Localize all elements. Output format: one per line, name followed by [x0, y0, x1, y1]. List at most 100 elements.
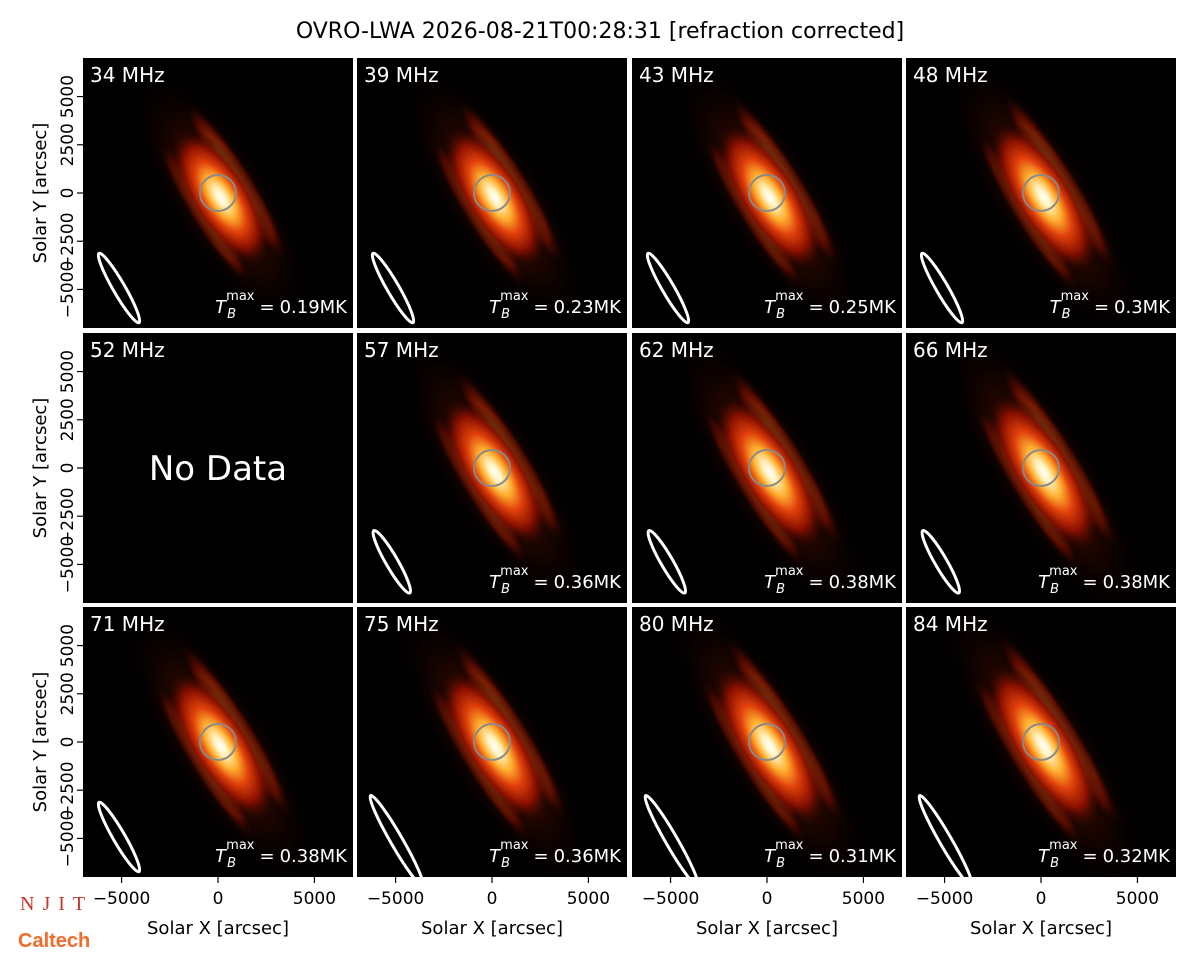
tb-sup: max: [775, 838, 804, 853]
tb-max-value: 0.23MK: [554, 297, 623, 318]
tb-max-value: 0.36MK: [554, 846, 623, 867]
emission: [936, 607, 1152, 877]
tb-max-value: 0.38MK: [829, 572, 898, 593]
panel-title: 80 MHz: [639, 612, 714, 636]
x-axis-label: Solar X [arcsec]: [696, 918, 838, 939]
panel: 39 MHz 0.23MK = max BT: [357, 58, 627, 328]
emission-core: [715, 121, 824, 273]
solar-disk: [1022, 723, 1060, 761]
panel: 48 MHz 0.3MK= max BT: [906, 58, 1176, 328]
emission-core: [169, 127, 272, 268]
emission: [399, 61, 590, 328]
tb-sub: B: [501, 582, 510, 597]
beam: [643, 793, 700, 877]
emission: [939, 333, 1148, 603]
tb-base: T: [1038, 572, 1051, 593]
x-axis-label: Solar X [arcsec]: [147, 918, 289, 939]
tb-sub: B: [776, 856, 785, 871]
x-tick-label: 0: [213, 889, 224, 909]
tb-sub: B: [776, 307, 785, 322]
x-tick-label: 0: [487, 889, 498, 909]
tb-sup: max: [775, 564, 804, 579]
panel: 34 MHz 0.19MK = max BT: [83, 58, 353, 328]
emission: [121, 607, 320, 877]
emission-core: [988, 119, 1100, 276]
panel-title: 34 MHz: [90, 63, 165, 87]
emission-core: [440, 396, 550, 549]
panel-title: 43 MHz: [639, 63, 714, 87]
tb-max-value: 0.3MK: [1114, 297, 1171, 318]
tb-sup: max: [1049, 838, 1078, 853]
tb-sup: max: [1049, 564, 1078, 579]
y-tick-label: 0: [58, 188, 78, 199]
y-tick-label: 2500: [58, 123, 78, 166]
tb-eq: =: [808, 846, 823, 867]
emission: [943, 58, 1145, 328]
tb-sub: B: [501, 856, 510, 871]
y-tick-label: 2500: [58, 672, 78, 715]
tb-sup: max: [226, 289, 255, 304]
tb-eq: =: [1094, 297, 1109, 318]
emission-core: [713, 393, 826, 551]
emission: [396, 333, 594, 603]
logo-caltech: Caltech: [18, 930, 90, 952]
panel-title: 84 MHz: [913, 612, 988, 636]
x-tick-label: −5000: [93, 889, 151, 909]
emission-core: [711, 664, 828, 829]
emission: [671, 58, 868, 328]
x-tick-label: 5000: [293, 889, 336, 909]
no-data: No Data: [149, 449, 287, 489]
panel: 43 MHz 0.25MK = max BT: [632, 58, 902, 328]
tb-max-value: 0.38MK: [1103, 572, 1172, 593]
emission-core: [165, 669, 276, 824]
y-tick-label: 0: [58, 737, 78, 748]
tb-eq: =: [808, 572, 823, 593]
tb-base: T: [489, 297, 502, 318]
beam: [646, 528, 688, 595]
solar-disk: [199, 723, 237, 761]
tb-base: T: [489, 572, 502, 593]
x-tick-label: −5000: [916, 889, 974, 909]
solar-disk: [473, 174, 511, 212]
panel: 66 MHz 0.38MK = max BT: [906, 333, 1176, 603]
beam: [370, 251, 416, 325]
tb-eq: =: [533, 846, 548, 867]
tb-sup: max: [500, 289, 529, 304]
tb-max-value: 0.32MK: [1103, 846, 1172, 867]
panel-title: 57 MHz: [364, 338, 439, 362]
panel: 57 MHz 0.36MK = max BT: [357, 333, 627, 603]
tb-sup: max: [500, 564, 529, 579]
panel: 71 MHz 0.38MK = max BT: [83, 607, 353, 877]
panel-title: 52 MHz: [90, 338, 165, 362]
solar-disk: [748, 174, 786, 212]
tb-base: T: [1050, 297, 1063, 318]
tb-sub: B: [1050, 582, 1059, 597]
panel-title: 39 MHz: [364, 63, 439, 87]
beam: [919, 251, 965, 325]
y-tick-label: −5000: [58, 536, 78, 594]
emission: [392, 607, 597, 877]
emission: [668, 333, 871, 603]
tb-base: T: [215, 846, 228, 867]
panel-title: 62 MHz: [639, 338, 714, 362]
solar-disk: [1022, 174, 1060, 212]
panel-title: 75 MHz: [364, 612, 439, 636]
emission-core: [441, 124, 548, 271]
tb-sup: max: [1061, 289, 1090, 304]
panel-background: [83, 333, 353, 603]
figure-title: OVRO-LWA 2026-08-21T00:28:31 [refraction…: [296, 19, 904, 44]
tb-max-value: 0.31MK: [829, 846, 898, 867]
emission-core: [984, 661, 1103, 831]
solar-disk: [1022, 449, 1060, 487]
logo-njit: NJIT: [20, 893, 93, 915]
emission: [664, 607, 875, 877]
panel-title: 71 MHz: [90, 612, 165, 636]
tb-eq: =: [259, 297, 274, 318]
tb-sub: B: [1050, 856, 1059, 871]
y-axis-label: Solar Y [arcsec]: [30, 398, 51, 539]
y-tick-label: −2500: [58, 487, 78, 545]
panel-title: 66 MHz: [913, 338, 988, 362]
tb-sup: max: [775, 289, 804, 304]
tb-base: T: [1038, 846, 1051, 867]
tb-base: T: [764, 846, 777, 867]
